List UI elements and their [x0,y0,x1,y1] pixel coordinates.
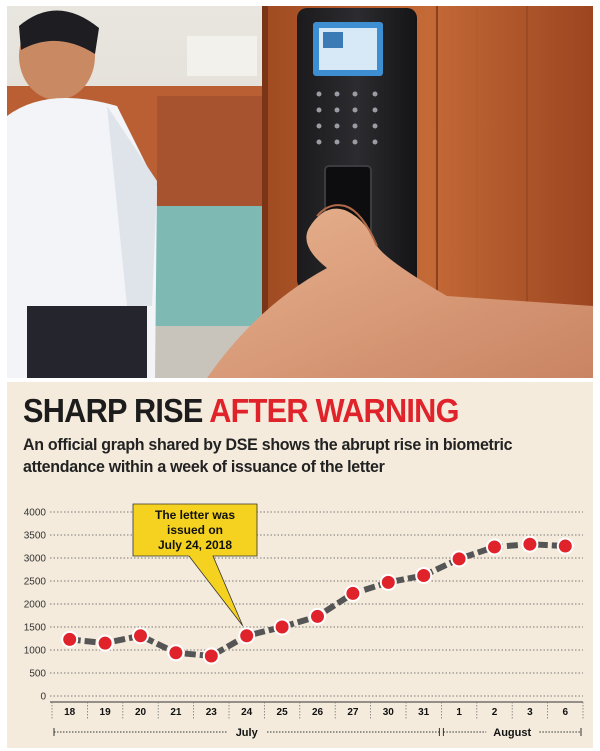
data-point [273,618,291,636]
data-point [132,627,149,645]
data-point [379,573,397,591]
x-tick-label: 6 [563,707,569,718]
x-tick-label: 21 [170,707,182,718]
y-tick-label: 1500 [24,623,47,634]
data-point [61,630,79,648]
data-point [309,607,326,625]
x-tick-label: 27 [347,707,359,718]
y-tick-label: 4000 [24,508,47,519]
series-points [61,535,574,665]
y-axis-ticks: 4000 3500 3000 2500 2000 1500 1000 500 0 [24,508,47,703]
attendance-line-chart: 4000 3500 3000 2500 2000 1500 1000 500 0 18 19 20 2… [24,503,584,739]
data-point [344,584,362,602]
y-tick-label: 2000 [24,600,47,611]
callout-line: issued on [167,523,223,537]
y-tick-label: 3000 [24,554,47,565]
month-label-bg [486,725,539,739]
data-point [96,634,114,652]
x-tick-label: 18 [64,707,76,718]
x-tick-label: 2 [492,707,498,718]
x-tick-label: 20 [135,707,147,718]
data-point [486,538,503,556]
x-tick-label: 25 [277,707,289,718]
y-tick-label: 0 [40,692,46,703]
month-label: August [493,727,531,739]
data-point [202,647,220,665]
y-tick-label: 500 [29,669,46,680]
biometric-device-photo [7,6,593,378]
data-point [450,550,468,568]
photo-illustration [7,6,593,378]
x-tick-label: 1 [456,707,462,718]
callout-line: July 24, 2018 [158,538,232,552]
data-point [556,537,574,555]
y-tick-label: 1000 [24,646,47,657]
subheading: An official graph shared by DSE shows th… [23,435,513,476]
data-point [238,627,256,645]
x-tick-label: 31 [418,707,430,718]
x-tick-label: 26 [312,707,324,718]
x-tick-label: 30 [383,707,395,718]
grid-lines [50,511,583,697]
callout-box [132,503,258,626]
callout-line: The letter was [155,508,235,522]
x-tick-label: 24 [241,707,253,718]
x-tick-label: 23 [206,707,218,718]
headline: SHARP RISE AFTER WARNING [23,391,459,431]
x-tick-label: 3 [527,707,533,718]
headline-part-dark: SHARP RISE [23,392,210,429]
data-point [415,566,433,584]
month-label-bg [227,725,266,739]
data-point [521,535,539,553]
data-point [167,644,185,662]
month-label: July [236,727,259,739]
headline-part-red: AFTER WARNING [209,392,459,429]
y-tick-label: 2500 [24,577,47,588]
y-tick-label: 3500 [24,531,47,542]
infographic-panel: SHARP RISE AFTER WARNING An official gra… [7,382,593,748]
x-tick-label: 19 [100,707,112,718]
